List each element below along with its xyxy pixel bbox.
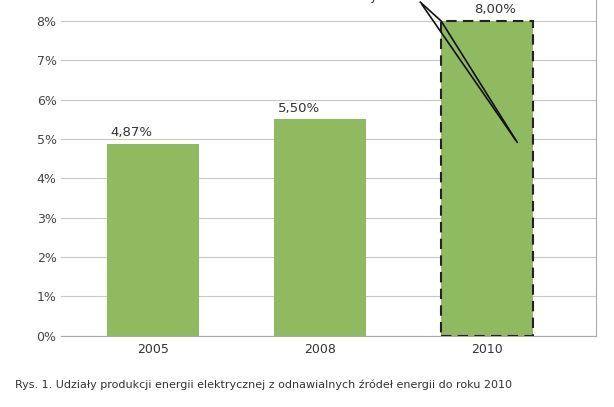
Bar bbox=[107, 144, 199, 336]
Bar bbox=[441, 21, 533, 336]
Text: 4,87%: 4,87% bbox=[111, 127, 153, 140]
Text: zakładany cel na 2010 r.: zakładany cel na 2010 r. bbox=[317, 0, 461, 3]
Text: Rys. 1. Udziały produkcji energii elektrycznej z odnawialnych źródeł energii do : Rys. 1. Udziały produkcji energii elektr… bbox=[15, 379, 512, 390]
Text: 5,50%: 5,50% bbox=[278, 102, 320, 115]
Text: 8,00%: 8,00% bbox=[475, 3, 516, 16]
Bar bbox=[441, 21, 533, 336]
Bar bbox=[274, 119, 366, 336]
